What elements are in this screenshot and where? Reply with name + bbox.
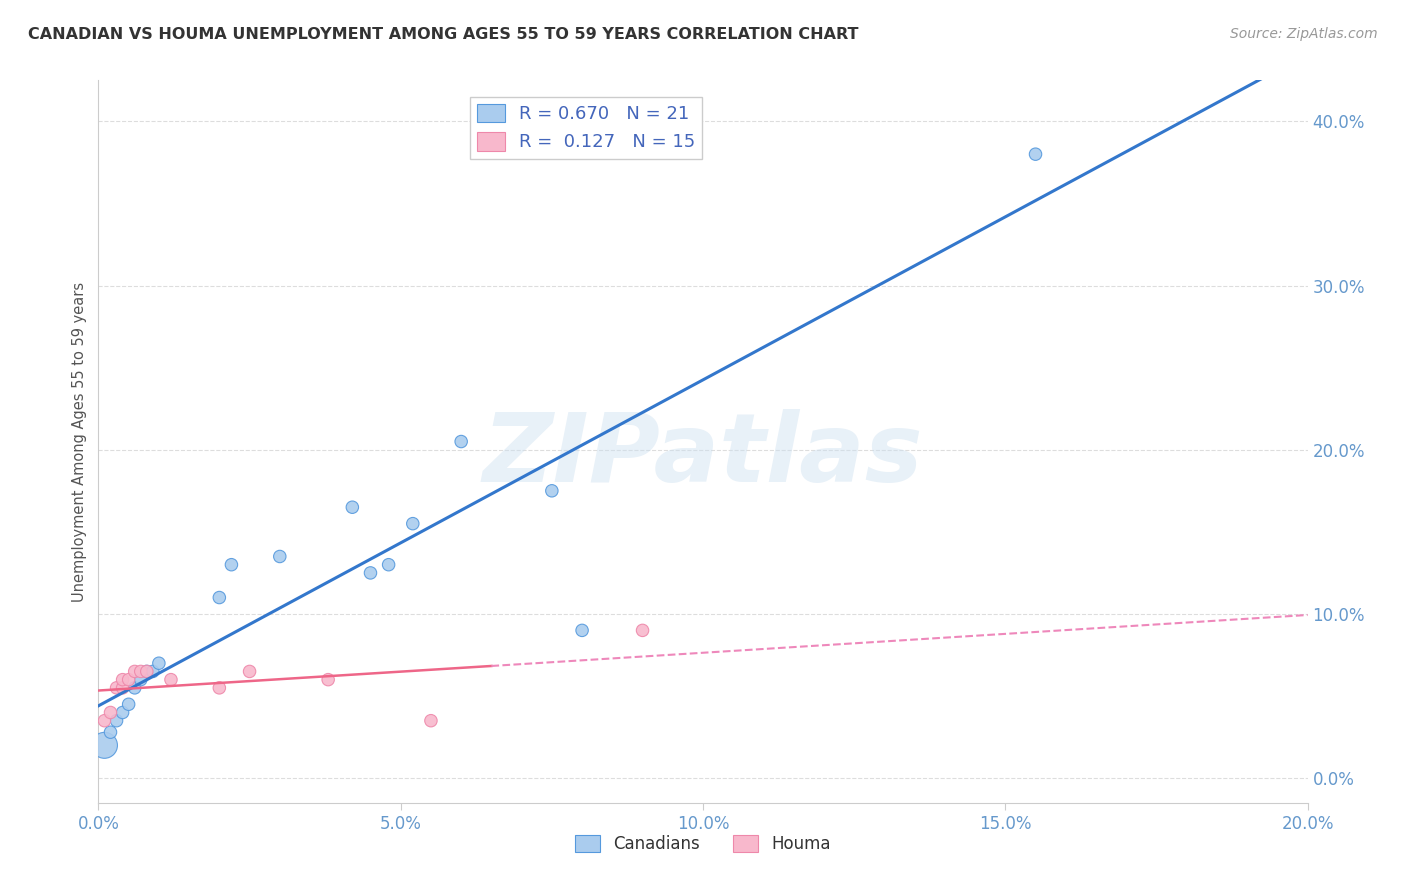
Point [148,657,170,671]
Point [239,665,262,679]
Point [208,591,231,605]
Point [450,434,472,449]
Point [360,566,382,580]
Point [142,665,165,679]
Point [100,725,122,739]
Point [118,698,141,712]
Point [111,681,134,695]
Point [631,624,654,638]
Point [135,665,157,679]
Point [118,673,141,687]
Point [342,500,364,515]
Point [93,714,115,728]
Point [420,714,443,728]
Point [124,681,146,695]
Text: CANADIAN VS HOUMA UNEMPLOYMENT AMONG AGES 55 TO 59 YEARS CORRELATION CHART: CANADIAN VS HOUMA UNEMPLOYMENT AMONG AGE… [28,27,859,42]
Point [135,665,157,679]
Point [1024,147,1046,161]
Point [269,549,291,564]
Point [540,483,562,498]
Point [402,516,425,531]
Point [105,681,128,695]
Point [111,706,134,720]
Point [316,673,339,687]
Text: ZIPatlas: ZIPatlas [482,409,924,502]
Point [129,673,152,687]
Point [100,706,122,720]
Text: Source: ZipAtlas.com: Source: ZipAtlas.com [1230,27,1378,41]
Point [208,681,231,695]
Point [129,665,152,679]
Point [105,714,128,728]
Point [124,665,146,679]
Point [377,558,399,572]
Point [221,558,243,572]
Y-axis label: Unemployment Among Ages 55 to 59 years: Unemployment Among Ages 55 to 59 years [72,282,87,601]
Point [160,673,183,687]
Point [571,624,593,638]
Point [93,739,115,753]
Legend: Canadians, Houma: Canadians, Houma [568,828,838,860]
Point [111,673,134,687]
